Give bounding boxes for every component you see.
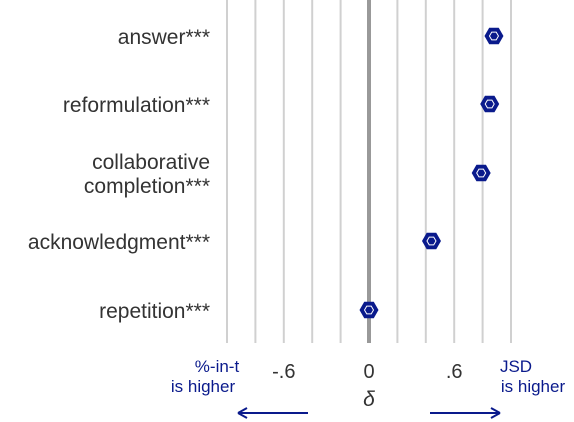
x-tick-labels: -.6 0 .6 bbox=[272, 361, 462, 383]
data-point bbox=[480, 95, 500, 113]
category-label: collaborative bbox=[92, 151, 210, 174]
category-label: completion*** bbox=[84, 175, 210, 198]
point-marker bbox=[359, 301, 379, 319]
point-marker-inner bbox=[484, 99, 495, 109]
right-note-line-2: is higher bbox=[501, 377, 566, 396]
right-note: JSD is higher bbox=[500, 357, 566, 396]
left-note-line-2: is higher bbox=[171, 377, 236, 396]
x-tick-label: -.6 bbox=[272, 361, 295, 383]
left-note-line-1: %-in-t bbox=[195, 357, 240, 376]
point-marker-inner bbox=[426, 236, 437, 246]
data-points bbox=[359, 27, 504, 319]
point-marker-inner bbox=[476, 168, 487, 178]
right-arrow bbox=[430, 407, 501, 419]
point-marker-inner bbox=[363, 305, 375, 315]
data-point bbox=[421, 232, 441, 250]
point-marker bbox=[421, 232, 441, 250]
x-axis-title: δ bbox=[363, 388, 375, 411]
x-tick-label: .6 bbox=[446, 361, 463, 383]
category-label: acknowledgment*** bbox=[28, 231, 210, 254]
data-point bbox=[359, 301, 379, 319]
data-point bbox=[471, 164, 491, 182]
category-labels: answer*** reformulation*** collaborativeco… bbox=[28, 26, 210, 323]
right-note-line-1: JSD bbox=[500, 357, 532, 376]
point-marker bbox=[471, 164, 491, 182]
x-tick-label: 0 bbox=[363, 361, 374, 383]
point-marker-inner bbox=[488, 31, 500, 41]
point-marker bbox=[480, 95, 500, 113]
grid-lines bbox=[226, 0, 512, 343]
category-label: answer*** bbox=[118, 26, 210, 49]
left-arrow bbox=[237, 407, 308, 419]
data-point bbox=[484, 27, 504, 45]
left-arrow-head bbox=[237, 407, 248, 419]
category-label: reformulation*** bbox=[63, 94, 210, 117]
left-note: %-in-t is higher bbox=[171, 357, 240, 396]
category-label: repetition*** bbox=[99, 300, 210, 323]
point-marker bbox=[484, 27, 504, 45]
right-arrow-head bbox=[490, 407, 501, 419]
